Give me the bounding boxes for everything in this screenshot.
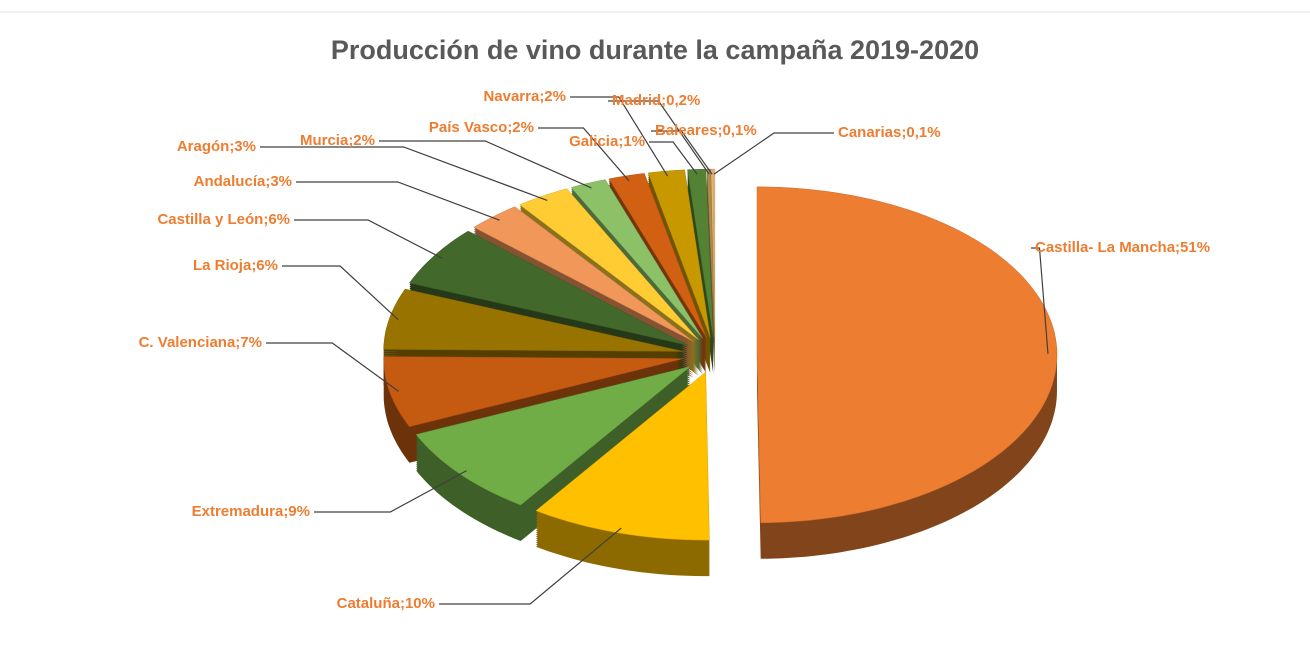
- leader-line: [649, 141, 698, 175]
- data-label: Navarra;2%: [483, 88, 566, 105]
- data-label: Canarias;0,1%: [838, 124, 941, 141]
- slice: [383, 356, 684, 427]
- data-label: País Vasco;2%: [429, 119, 534, 136]
- leader-line: [260, 146, 548, 201]
- leader-line: [608, 100, 710, 175]
- data-label: Madrid;0,2%: [612, 92, 700, 109]
- data-label: Galicia;1%: [569, 133, 645, 150]
- data-label: La Rioja;6%: [193, 257, 278, 274]
- data-label: Castilla- La Mancha;51%: [1035, 239, 1210, 256]
- slice: [710, 168, 715, 338]
- data-label: Aragón;3%: [177, 138, 256, 155]
- leader-line: [266, 342, 399, 392]
- leader-line: [314, 470, 467, 513]
- data-label: Extremadura;9%: [192, 503, 310, 520]
- leader-line: [570, 96, 669, 177]
- leader-line: [439, 527, 622, 605]
- leader-line: [294, 219, 443, 259]
- data-label: Castilla y León;6%: [157, 211, 290, 228]
- leader-line: [296, 181, 500, 221]
- data-label: Murcia;2%: [300, 132, 375, 149]
- slice: [687, 168, 714, 338]
- leader-line: [538, 127, 630, 182]
- slice: [608, 173, 707, 338]
- leader-line: [379, 140, 592, 189]
- data-label: Andalucía;3%: [194, 173, 292, 190]
- slice: [408, 230, 689, 346]
- slice: [647, 169, 711, 338]
- slice: [535, 371, 710, 541]
- leader-line: [651, 130, 713, 175]
- slice: [756, 186, 1058, 524]
- data-label: C. Valenciana;7%: [139, 334, 262, 351]
- data-label: Baleares;0,1%: [655, 122, 757, 139]
- leader-line: [713, 132, 834, 175]
- slice: [383, 288, 684, 352]
- leader-line: [1031, 247, 1049, 354]
- data-label: Cataluña;10%: [337, 595, 435, 612]
- leader-line: [282, 265, 399, 321]
- slice: [570, 179, 704, 339]
- chart-title: Producción de vino durante la campaña 20…: [331, 35, 979, 65]
- slice: [519, 188, 699, 340]
- slice: [473, 206, 694, 342]
